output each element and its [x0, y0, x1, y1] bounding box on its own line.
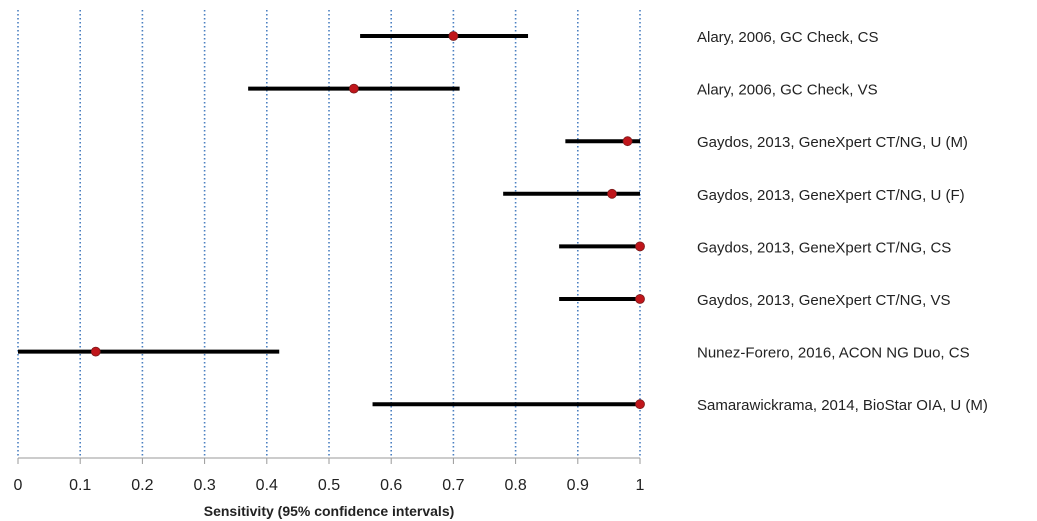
point-estimate: [635, 294, 645, 304]
point-estimate: [607, 188, 617, 199]
x-tick-label: 0: [14, 477, 23, 494]
x-tick-label: 0.4: [256, 477, 278, 494]
study-label: Samarawickrama, 2014, BioStar OIA, U (M): [697, 397, 988, 414]
x-tick-label: 0.2: [131, 477, 153, 494]
point-estimate: [635, 399, 645, 410]
x-tick-label: 0.6: [380, 477, 402, 494]
x-tick-label: 0.7: [442, 477, 464, 494]
gridlines: [17, 10, 641, 458]
x-tick-label: 0.1: [69, 477, 91, 494]
x-tick-label: 0.3: [193, 477, 215, 494]
study-label: Gaydos, 2013, GeneXpert CT/NG, U (F): [697, 187, 965, 204]
x-tick-label: 0.8: [504, 477, 526, 494]
study-label: Alary, 2006, GC Check, VS: [697, 82, 878, 99]
study-label: Gaydos, 2013, GeneXpert CT/NG, U (M): [697, 134, 968, 151]
point-estimate: [448, 31, 459, 41]
x-axis: 0 0.1 0.2 0.3 0.4 0.5 0.6 0.7 0.8 0.9 1: [14, 457, 645, 494]
plot-marks: [18, 31, 645, 410]
x-axis-title: Sensitivity (95% confidence intervals): [204, 503, 455, 519]
study-labels: Alary, 2006, GC Check, CS Alary, 2006, GC…: [697, 29, 988, 414]
x-tick-label: 0.9: [567, 477, 589, 494]
study-label: Gaydos, 2013, GeneXpert CT/NG, VS: [697, 292, 950, 309]
study-label: Nunez-Forero, 2016, ACON NG Duo, CS: [697, 345, 970, 362]
study-label: Alary, 2006, GC Check, CS: [697, 29, 878, 46]
study-label: Gaydos, 2013, GeneXpert CT/NG, CS: [697, 239, 951, 256]
point-estimate: [348, 83, 359, 94]
point-estimate: [622, 136, 633, 147]
x-tick-label: 0.5: [318, 477, 340, 494]
point-estimate: [635, 241, 645, 252]
point-estimate: [90, 346, 101, 357]
x-tick-label: 1: [636, 477, 645, 494]
